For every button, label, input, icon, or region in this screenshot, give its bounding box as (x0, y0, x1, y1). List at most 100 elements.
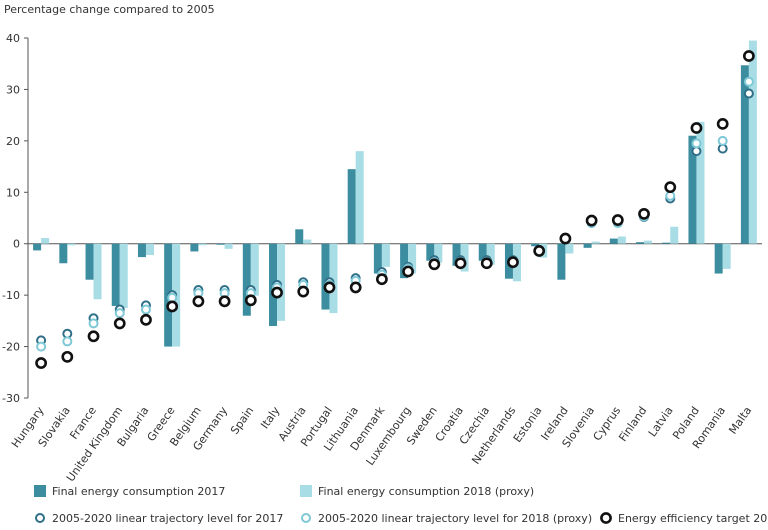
bar-2018 (565, 243, 574, 254)
bar-2017 (636, 242, 645, 244)
trajectory-2018-marker (743, 76, 754, 87)
target-2020-marker (454, 257, 467, 270)
bar-2018 (224, 243, 233, 249)
bar-2017 (452, 243, 461, 266)
target-2020-marker (638, 207, 650, 220)
legend-marker (301, 513, 311, 523)
bar-2018 (93, 243, 102, 300)
trajectory-2018-marker (665, 190, 676, 201)
y-tick-label: -30 (2, 392, 20, 405)
bar-2018 (722, 243, 731, 269)
legend-item-target-2020: Energy efficiency target 2020 (600, 512, 768, 525)
target-2020-marker (664, 181, 677, 194)
markers (35, 50, 755, 369)
target-2020-marker (585, 214, 598, 227)
y-tick-label: 30 (6, 83, 20, 96)
target-2020-marker (480, 257, 493, 270)
bar-2017 (295, 229, 304, 244)
bar-2017 (190, 243, 199, 252)
target-2020-marker (140, 313, 152, 326)
trajectory-2018-marker (140, 304, 151, 315)
target-2020-marker (559, 232, 572, 245)
trajectory-2018-marker (36, 341, 47, 352)
bar-2017 (321, 243, 330, 310)
target-2020-marker (113, 317, 126, 330)
bar-2018 (145, 243, 154, 256)
bar-2017 (557, 243, 566, 280)
bar-2017 (373, 243, 382, 274)
bar-2018 (41, 238, 50, 244)
bar-2018 (250, 243, 259, 296)
bar-2017 (583, 243, 592, 248)
target-2020-marker (349, 281, 362, 294)
legend-label: Final energy consumption 2018 (proxy) (318, 485, 534, 498)
target-2020-marker (611, 214, 624, 226)
bar-2018 (670, 226, 679, 244)
bar-2017 (531, 243, 540, 247)
target-2020-marker (742, 50, 755, 62)
bars (33, 40, 757, 347)
y-tick-label: -20 (2, 341, 20, 354)
bar-2017 (714, 243, 723, 274)
y-tick-label: -10 (2, 289, 20, 302)
target-2020-marker (61, 350, 74, 363)
bar-2018 (119, 243, 128, 308)
bar-2018 (696, 121, 705, 244)
bar-2017 (426, 243, 435, 261)
y-tick-label: 40 (6, 32, 20, 45)
target-2020-marker (323, 281, 336, 294)
legend-item-fec-2017: Final energy consumption 2017 (34, 485, 225, 498)
bar-2018 (408, 243, 417, 274)
x-tick-label: Finland (616, 404, 649, 444)
target-2020-marker (87, 330, 100, 343)
legend-marker (600, 512, 612, 524)
legend-label: 2005-2020 linear trajectory level for 20… (52, 512, 283, 525)
trajectory-2018-marker (114, 308, 125, 319)
bar-2017 (59, 243, 68, 264)
trajectory-2018-marker (88, 318, 99, 329)
bar-2017 (740, 65, 749, 244)
bar-2017 (478, 243, 487, 261)
trajectory-2018-marker (717, 135, 728, 146)
bar-2018 (303, 239, 312, 244)
x-tick-label: Italy (258, 404, 283, 431)
bar-2018 (486, 243, 495, 265)
target-2020-marker (402, 265, 415, 278)
legend-label: Energy efficiency target 2020 (618, 512, 768, 525)
bar-2018 (355, 151, 364, 244)
bar-2018 (434, 243, 443, 263)
y-tick-label: 20 (6, 135, 20, 148)
trajectory-2018-marker (691, 138, 702, 149)
bar-2018 (381, 243, 390, 267)
bar-2017 (688, 135, 697, 244)
legend-item-trajectory-2017: 2005-2020 linear trajectory level for 20… (35, 512, 283, 525)
bar-2017 (216, 243, 225, 245)
x-tick-label: Spain (228, 404, 256, 437)
bar-2018 (748, 40, 757, 244)
legend-item-fec-2018: Final energy consumption 2018 (proxy) (300, 485, 534, 498)
legend-label: 2005-2020 linear trajectory level for 20… (318, 512, 592, 525)
legend-item-trajectory-2018: 2005-2020 linear trajectory level for 20… (301, 512, 592, 525)
bar-2017 (609, 238, 618, 244)
legend-swatch (34, 485, 46, 497)
target-2020-marker (166, 300, 179, 313)
bar-2017 (85, 243, 94, 280)
legend-swatch (300, 485, 312, 497)
target-2020-marker (716, 117, 729, 130)
bar-2018 (644, 240, 653, 244)
legend: Final energy consumption 2017 Final energ… (34, 485, 768, 525)
bar-2018 (591, 241, 600, 244)
target-2020-marker (35, 357, 48, 369)
bar-2017 (33, 243, 42, 251)
target-2020-marker (297, 285, 310, 298)
x-tick-label: Malta (726, 404, 754, 436)
target-2020-marker (271, 286, 283, 299)
bar-2018 (67, 243, 76, 246)
legend-marker (35, 513, 45, 523)
target-2020-marker (533, 245, 546, 257)
y-tick-label: 10 (6, 186, 20, 199)
bar-2017 (137, 243, 146, 258)
target-2020-marker (192, 295, 205, 308)
